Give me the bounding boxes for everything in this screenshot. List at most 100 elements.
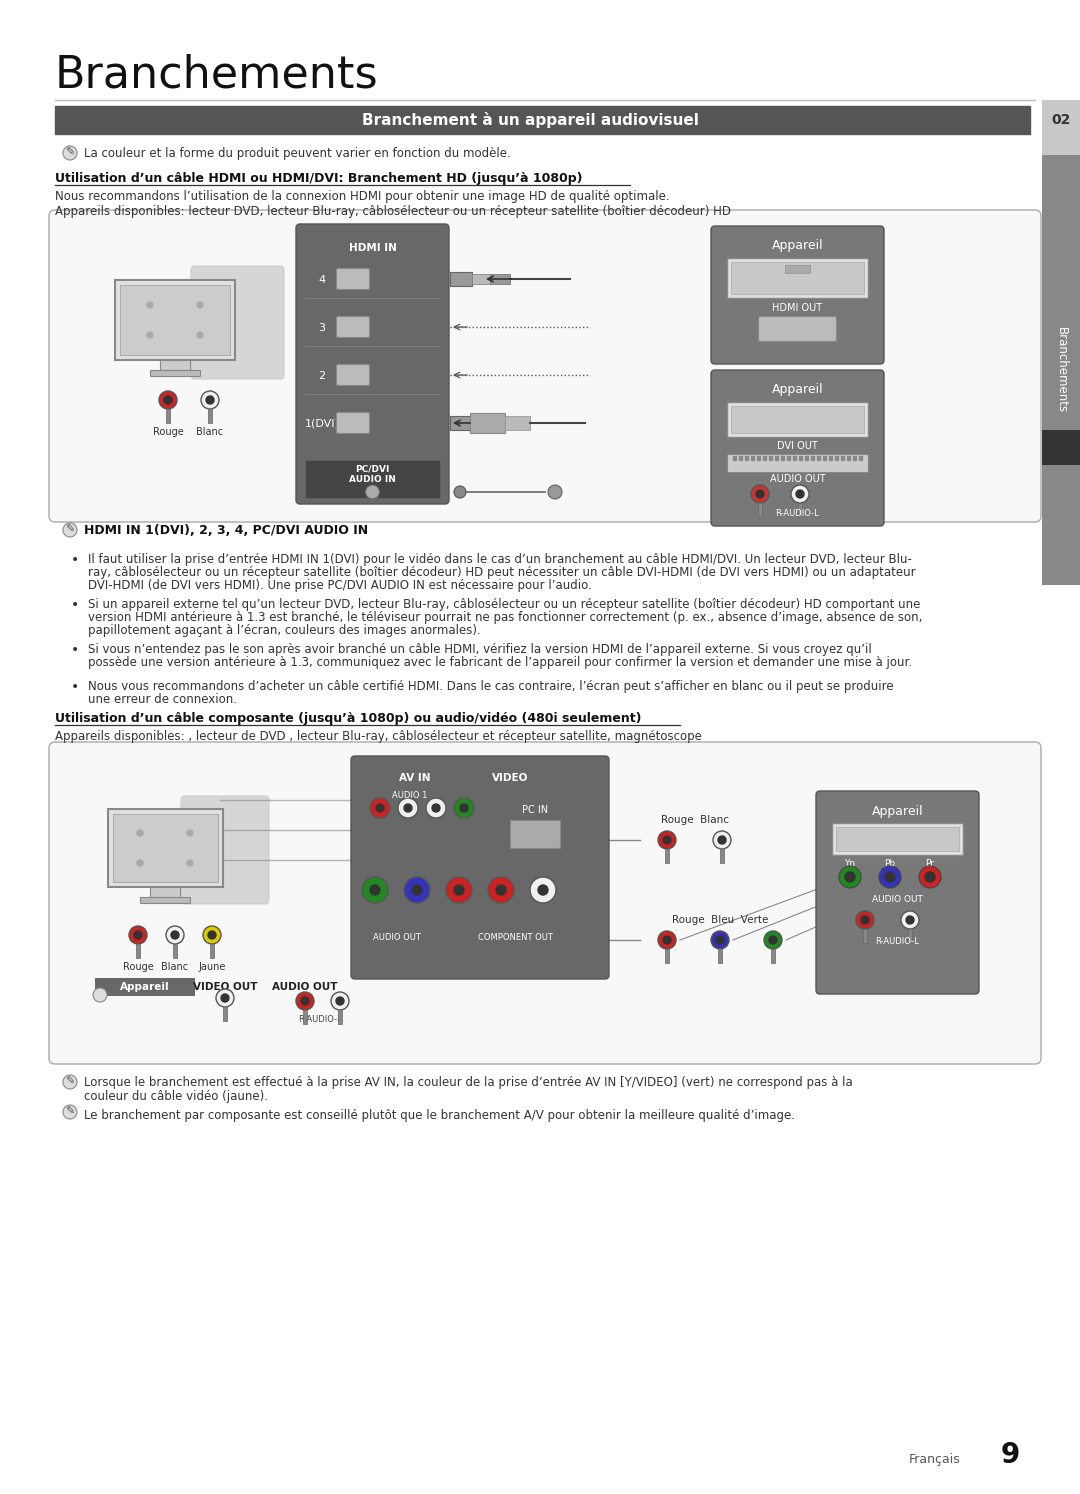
Bar — [160, 360, 190, 371]
Text: ✎: ✎ — [65, 524, 75, 535]
Bar — [745, 456, 748, 460]
Text: une erreur de connexion.: une erreur de connexion. — [87, 693, 237, 707]
Bar — [490, 273, 510, 284]
Text: Pb: Pb — [885, 859, 895, 868]
Text: Branchement à un appareil audiovisuel: Branchement à un appareil audiovisuel — [362, 112, 699, 128]
Bar — [727, 402, 868, 438]
Bar — [811, 456, 814, 460]
Circle shape — [756, 490, 764, 498]
Text: ✎: ✎ — [65, 1077, 75, 1088]
Text: COMPONENT OUT: COMPONENT OUT — [477, 934, 553, 943]
Bar — [785, 264, 810, 273]
Text: papillotement agaçant à l’écran, couleurs des images anormales).: papillotement agaçant à l’écran, couleur… — [87, 624, 481, 636]
Circle shape — [134, 931, 141, 940]
FancyBboxPatch shape — [337, 412, 369, 433]
Circle shape — [530, 877, 556, 902]
FancyBboxPatch shape — [49, 743, 1041, 1064]
Bar — [769, 456, 772, 460]
Text: AUDIO OUT: AUDIO OUT — [272, 982, 338, 992]
Circle shape — [454, 884, 464, 895]
Bar — [140, 896, 190, 902]
Text: HDMI IN: HDMI IN — [349, 244, 396, 252]
Bar — [150, 371, 200, 376]
Circle shape — [488, 877, 514, 902]
Circle shape — [129, 926, 147, 944]
Circle shape — [454, 798, 474, 819]
Text: VIDEO: VIDEO — [491, 772, 528, 783]
Bar — [150, 887, 180, 896]
Circle shape — [658, 831, 676, 849]
Circle shape — [171, 931, 179, 940]
Circle shape — [404, 877, 430, 902]
FancyBboxPatch shape — [191, 266, 284, 379]
Circle shape — [791, 486, 809, 503]
Text: couleur du câble vidéo (jaune).: couleur du câble vidéo (jaune). — [84, 1091, 268, 1103]
Text: Blanc: Blanc — [161, 962, 189, 973]
Bar — [136, 944, 140, 958]
Text: AUDIO 1: AUDIO 1 — [392, 790, 428, 799]
Bar — [470, 412, 505, 433]
Circle shape — [63, 1106, 77, 1119]
Circle shape — [839, 867, 861, 887]
Text: Appareil: Appareil — [120, 982, 170, 992]
Text: Branchements: Branchements — [1054, 327, 1067, 412]
Text: HDMI IN 1(DVI), 2, 3, 4, PC/DVI AUDIO IN: HDMI IN 1(DVI), 2, 3, 4, PC/DVI AUDIO IN — [84, 523, 368, 536]
Circle shape — [454, 486, 465, 498]
Bar — [305, 460, 440, 498]
Bar — [771, 949, 775, 964]
Circle shape — [137, 861, 143, 867]
Bar — [829, 456, 832, 460]
Text: R-AUDIO-L: R-AUDIO-L — [775, 509, 820, 518]
Bar — [303, 1010, 307, 1023]
Bar — [787, 456, 789, 460]
Circle shape — [296, 992, 314, 1010]
Text: HDMI OUT: HDMI OUT — [772, 303, 823, 314]
Circle shape — [336, 996, 345, 1005]
Circle shape — [330, 992, 349, 1010]
Bar — [665, 949, 669, 964]
Bar — [781, 456, 784, 460]
Text: Rouge  Bleu  Verte: Rouge Bleu Verte — [672, 914, 768, 925]
Circle shape — [711, 931, 729, 949]
Text: PC/DVI: PC/DVI — [355, 465, 390, 474]
Bar — [799, 456, 802, 460]
Bar — [120, 285, 230, 356]
Circle shape — [197, 302, 203, 308]
Bar — [841, 456, 843, 460]
Text: Il faut utiliser la prise d’entrée HDMI IN 1(DVI) pour le vidéo dans le cas d’un: Il faut utiliser la prise d’entrée HDMI … — [87, 553, 912, 566]
Text: 9: 9 — [1000, 1442, 1020, 1469]
Circle shape — [663, 937, 671, 944]
Text: Blanc: Blanc — [197, 427, 224, 438]
Circle shape — [137, 831, 143, 837]
Text: Nous recommandons l’utilisation de la connexion HDMI pour obtenir une image HD d: Nous recommandons l’utilisation de la co… — [55, 190, 670, 203]
Bar — [665, 849, 669, 864]
Bar — [338, 1010, 342, 1023]
Text: AUDIO OUT: AUDIO OUT — [770, 474, 825, 484]
Text: VIDEO OUT: VIDEO OUT — [192, 982, 257, 992]
Circle shape — [496, 884, 507, 895]
Circle shape — [159, 391, 177, 409]
Text: Français: Français — [908, 1454, 960, 1467]
Circle shape — [769, 937, 777, 944]
Bar — [751, 456, 754, 460]
Circle shape — [216, 989, 234, 1007]
FancyBboxPatch shape — [711, 226, 885, 365]
Circle shape — [370, 884, 380, 895]
Bar — [95, 979, 195, 996]
Bar — [731, 261, 864, 294]
Bar — [210, 944, 214, 958]
Text: Yn: Yn — [845, 859, 855, 868]
Text: •: • — [71, 642, 79, 657]
Text: version HDMI antérieure à 1.3 est branché, le téléviseur pourrait ne pas fonctio: version HDMI antérieure à 1.3 est branch… — [87, 611, 922, 624]
Text: PC IN: PC IN — [522, 805, 548, 816]
Circle shape — [658, 931, 676, 949]
Text: Lorsque le branchement est effectué à la prise AV IN, la couleur de la prise d’e: Lorsque le branchement est effectué à la… — [84, 1076, 853, 1089]
Text: AUDIO OUT: AUDIO OUT — [373, 934, 421, 943]
Bar — [718, 949, 723, 964]
Bar — [208, 409, 212, 423]
Bar — [733, 456, 735, 460]
Circle shape — [446, 877, 472, 902]
Circle shape — [197, 332, 203, 338]
Circle shape — [764, 931, 782, 949]
Text: Appareil: Appareil — [772, 384, 823, 396]
